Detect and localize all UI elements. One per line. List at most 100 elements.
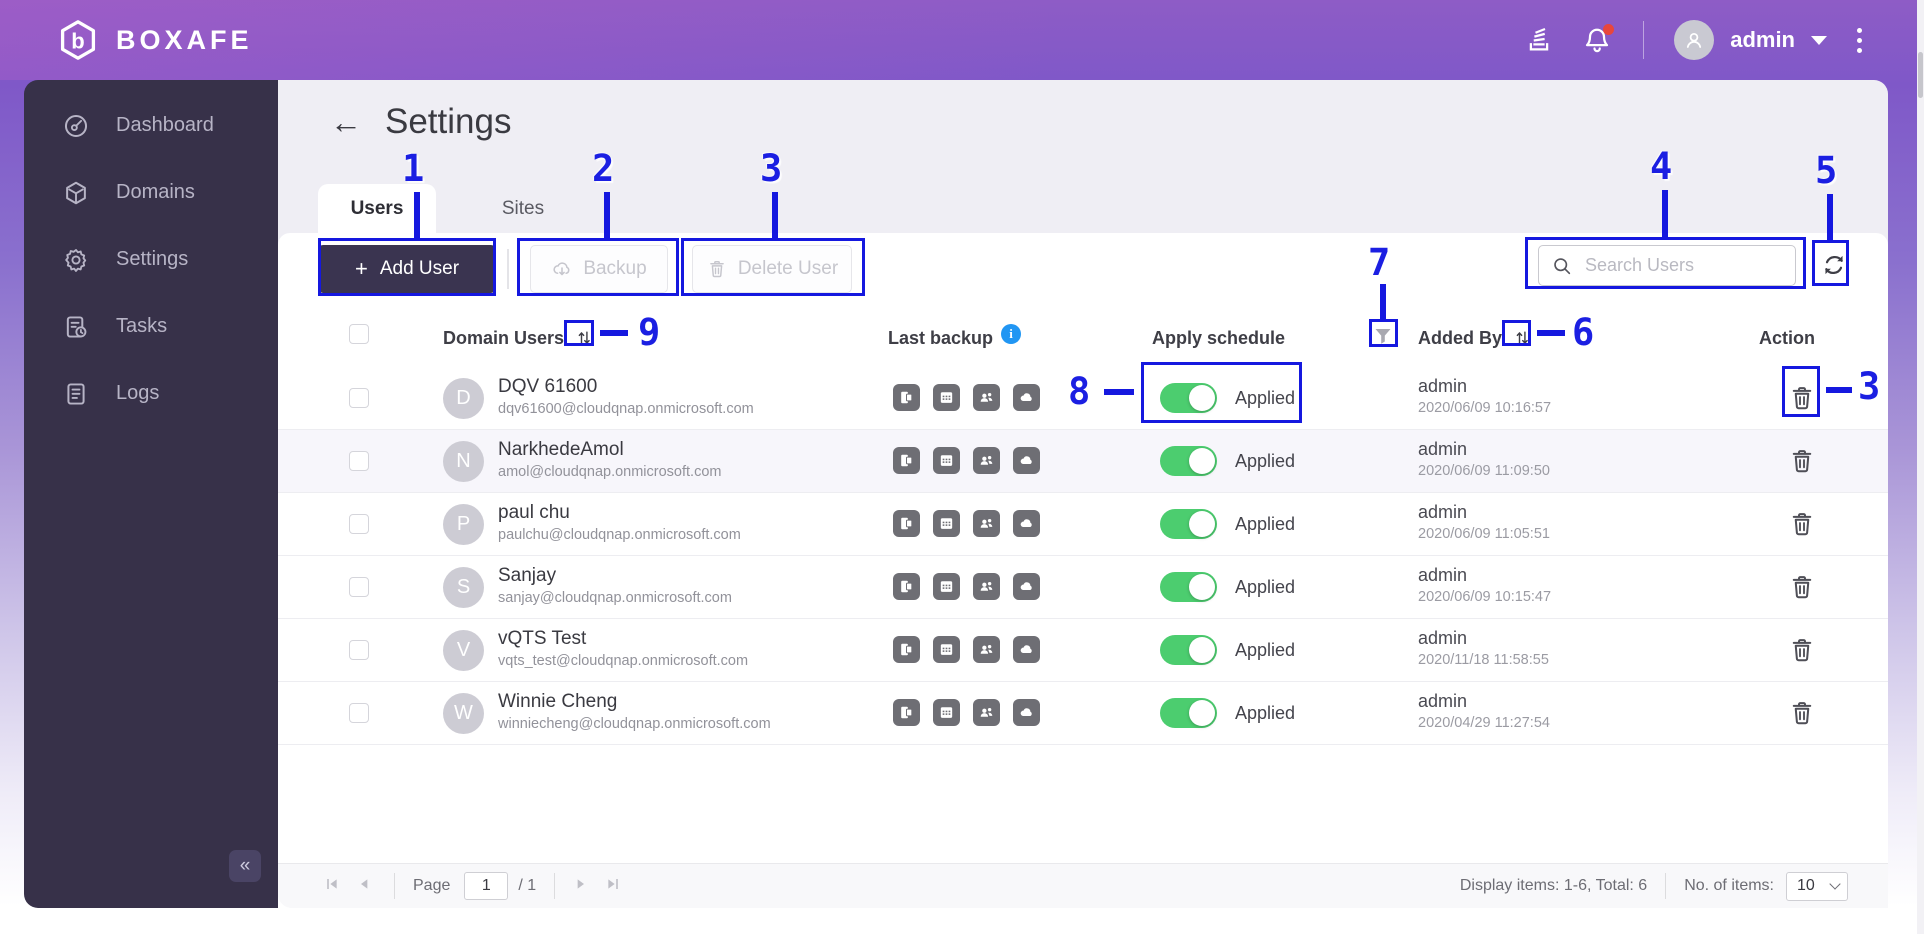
mail-icon[interactable] <box>893 510 920 537</box>
add-user-button[interactable]: + Add User <box>318 245 496 293</box>
sidebar-item-dashboard[interactable]: Dashboard <box>24 92 278 159</box>
row-checkbox[interactable] <box>349 388 369 408</box>
mail-icon[interactable] <box>893 699 920 726</box>
sidebar-item-logs[interactable]: Logs <box>24 360 278 427</box>
chevron-down-icon <box>1829 878 1841 890</box>
delete-row-button[interactable] <box>1784 444 1820 480</box>
more-options-icon[interactable] <box>1853 24 1866 57</box>
mail-icon[interactable] <box>893 384 920 411</box>
calendar-icon[interactable] <box>933 636 960 663</box>
delete-row-button[interactable] <box>1784 381 1820 417</box>
action-header: Action <box>1759 327 1815 348</box>
row-checkbox[interactable] <box>349 703 369 723</box>
onedrive-icon[interactable] <box>1013 510 1040 537</box>
delete-row-button[interactable] <box>1784 696 1820 732</box>
contacts-icon[interactable] <box>973 699 1000 726</box>
apply-schedule-toggle[interactable] <box>1160 446 1217 476</box>
backup-button[interactable]: Backup <box>530 245 668 293</box>
onedrive-icon[interactable] <box>1013 384 1040 411</box>
user-name: Sanjay <box>498 565 557 586</box>
apply-schedule-toggle[interactable] <box>1160 509 1217 539</box>
sidebar-label: Logs <box>116 382 160 404</box>
added-time: 2020/11/18 11:58:55 <box>1418 652 1549 668</box>
mail-icon[interactable] <box>893 573 920 600</box>
row-checkbox[interactable] <box>349 514 369 534</box>
sort-added-by-icon[interactable] <box>1510 327 1534 349</box>
row-checkbox[interactable] <box>349 640 369 660</box>
notification-dot <box>1603 24 1615 35</box>
calendar-icon[interactable] <box>933 384 960 411</box>
users-panel: + Add User Backup Delete User Doma <box>278 233 1888 908</box>
schedule-status: Applied <box>1235 450 1296 471</box>
mail-icon[interactable] <box>893 447 920 474</box>
table-row: N NarkhedeAmol amol@cloudqnap.onmicrosoft… <box>278 430 1888 493</box>
sort-domain-users-icon[interactable] <box>572 327 596 349</box>
sidebar-item-settings[interactable]: Settings <box>24 226 278 293</box>
calendar-icon[interactable] <box>933 447 960 474</box>
onedrive-icon[interactable] <box>1013 447 1040 474</box>
calendar-icon[interactable] <box>933 510 960 537</box>
apply-schedule-toggle[interactable] <box>1160 635 1217 665</box>
onedrive-icon[interactable] <box>1013 573 1040 600</box>
apply-schedule-toggle[interactable] <box>1160 698 1217 728</box>
page-number-input[interactable] <box>464 872 509 900</box>
sidebar-item-tasks[interactable]: Tasks <box>24 293 278 360</box>
sidebar-item-domains[interactable]: Domains <box>24 159 278 226</box>
contacts-icon[interactable] <box>973 447 1000 474</box>
search-input[interactable] <box>1585 255 1775 276</box>
added-by: admin <box>1418 439 1468 459</box>
contacts-icon[interactable] <box>973 510 1000 537</box>
cloud-backup-icon <box>551 258 573 280</box>
back-arrow-icon[interactable]: ← <box>330 104 362 140</box>
onedrive-icon[interactable] <box>1013 636 1040 663</box>
page-title: Settings <box>385 102 512 141</box>
apply-schedule-toggle[interactable] <box>1160 383 1217 413</box>
items-per-page-label: No. of items: <box>1684 877 1774 894</box>
select-all-checkbox[interactable] <box>349 324 369 344</box>
cube-icon <box>62 179 90 207</box>
column-apply-schedule: Apply schedule <box>1152 318 1285 358</box>
mail-icon[interactable] <box>893 636 920 663</box>
apply-schedule-toggle[interactable] <box>1160 572 1217 602</box>
app-logo-text: BOXAFE <box>116 24 253 55</box>
next-page-icon[interactable] <box>573 876 593 896</box>
search-box <box>1538 245 1796 286</box>
delete-user-button[interactable]: Delete User <box>692 245 852 293</box>
onedrive-icon[interactable] <box>1013 699 1040 726</box>
delete-row-button[interactable] <box>1784 633 1820 669</box>
queue-icon[interactable] <box>1523 24 1555 56</box>
delete-row-button[interactable] <box>1784 507 1820 543</box>
topbar-divider <box>1643 21 1645 59</box>
info-icon[interactable]: i <box>1001 324 1022 344</box>
delete-row-button[interactable] <box>1784 570 1820 606</box>
page-size-select[interactable]: 10 <box>1786 871 1848 901</box>
first-page-icon[interactable] <box>324 876 344 896</box>
user-email: amol@cloudqnap.onmicrosoft.com <box>498 464 722 480</box>
tab-sites[interactable]: Sites <box>501 197 545 219</box>
last-page-icon[interactable] <box>605 876 625 896</box>
table-row: S Sanjay sanjay@cloudqnap.onmicrosoft.com… <box>278 556 1888 619</box>
task-clock-icon <box>62 313 90 341</box>
last-backup-services <box>893 510 1040 537</box>
filter-icon[interactable] <box>1371 324 1397 350</box>
row-checkbox[interactable] <box>349 451 369 471</box>
calendar-icon[interactable] <box>933 573 960 600</box>
notifications-bell-icon[interactable] <box>1581 24 1615 56</box>
scrollbar[interactable] <box>1917 0 1924 934</box>
calendar-icon[interactable] <box>933 699 960 726</box>
contacts-icon[interactable] <box>973 636 1000 663</box>
previous-page-icon[interactable] <box>356 876 376 896</box>
scrollbar-thumb[interactable] <box>1918 52 1923 98</box>
sidebar-collapse-button[interactable]: « <box>229 850 261 882</box>
contacts-icon[interactable] <box>973 384 1000 411</box>
avatar: W <box>443 693 484 734</box>
column-added-by: Added By <box>1418 318 1534 358</box>
tab-users[interactable]: Users <box>318 184 436 233</box>
refresh-button[interactable] <box>1819 251 1849 281</box>
added-by: admin <box>1418 502 1468 522</box>
user-menu[interactable]: admin <box>1674 20 1827 60</box>
schedule-status: Applied <box>1235 639 1296 660</box>
contacts-icon[interactable] <box>973 573 1000 600</box>
row-checkbox[interactable] <box>349 577 369 597</box>
user-table-body: D DQV 61600 dqv61600@cloudqnap.onmicrosof… <box>278 367 1888 745</box>
